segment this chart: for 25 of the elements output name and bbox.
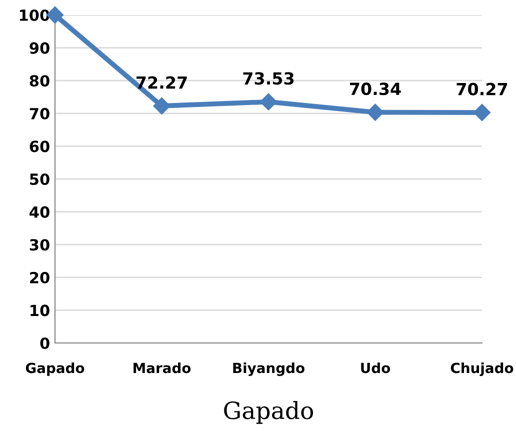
data-label: 70.27 bbox=[456, 82, 508, 96]
x-tick-label: Marado bbox=[134, 362, 191, 374]
x-tick-label: Chujado bbox=[450, 362, 514, 376]
y-tick-label: 100 bbox=[20, 9, 50, 22]
y-tick-label: 30 bbox=[30, 239, 50, 251]
y-tick-label: 70 bbox=[30, 108, 50, 120]
point bbox=[473, 104, 491, 122]
point bbox=[153, 97, 170, 115]
data-label: 72.27 bbox=[136, 76, 187, 89]
x-tick-label: Biyangdo bbox=[233, 362, 304, 376]
data-label: 70.34 bbox=[350, 82, 401, 96]
x-tick-label: Udo bbox=[361, 362, 390, 374]
y-tick-label: 10 bbox=[30, 304, 50, 316]
y-tick-label: 40 bbox=[30, 206, 50, 218]
point bbox=[366, 104, 384, 121]
y-tick-label: 60 bbox=[30, 140, 50, 152]
data-label: 73.53 bbox=[243, 72, 294, 85]
y-tick-label: 80 bbox=[30, 75, 50, 87]
y-tick-label: 20 bbox=[30, 272, 50, 284]
y-tick-label: 0 bbox=[40, 337, 50, 350]
point bbox=[260, 93, 278, 110]
x-axis-title: Gapado bbox=[224, 400, 314, 424]
x-tick-label: Gapado bbox=[26, 362, 84, 376]
y-tick-label: 90 bbox=[30, 42, 50, 54]
y-tick-label: 50 bbox=[30, 173, 50, 186]
